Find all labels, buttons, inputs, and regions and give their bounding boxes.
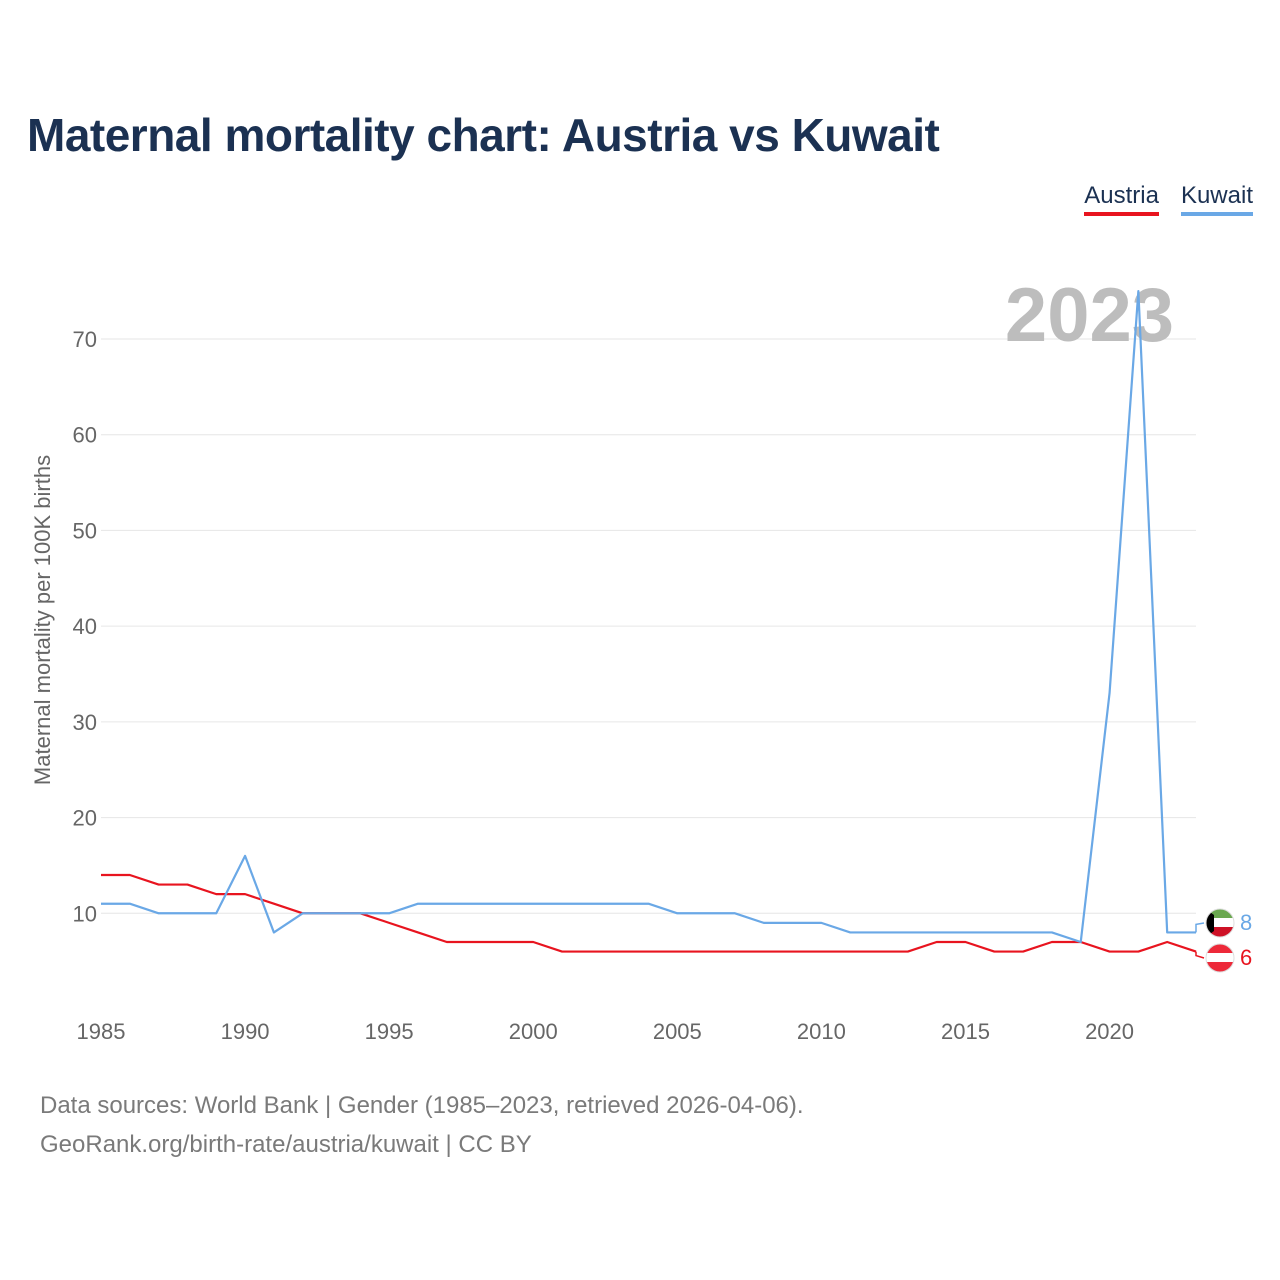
austria-end-connector xyxy=(1195,951,1205,959)
gridlines xyxy=(101,338,1196,914)
austria-end-label: 6 xyxy=(1240,945,1252,970)
x-tick-label: 2015 xyxy=(941,1019,990,1044)
x-tick-label: 1985 xyxy=(77,1019,126,1044)
y-tick-label: 30 xyxy=(73,710,97,735)
austria-flag-icon xyxy=(1205,943,1235,973)
y-tick-label: 60 xyxy=(73,423,97,448)
year-badge: 2023 xyxy=(1005,273,1174,358)
kuwait-end-label: 8 xyxy=(1240,910,1252,935)
source-line-1: Data sources: World Bank | Gender (1985–… xyxy=(40,1092,804,1119)
y-tick-label: 20 xyxy=(73,806,97,831)
series-line-austria[interactable] xyxy=(101,873,1197,953)
x-tick-label: 2010 xyxy=(797,1019,846,1044)
legend-item-kuwait[interactable]: Kuwait xyxy=(1180,182,1253,216)
series-lines xyxy=(101,290,1205,959)
series-line-kuwait[interactable] xyxy=(101,290,1196,944)
x-tick-label: 2000 xyxy=(509,1019,558,1044)
y-tick-label: 70 xyxy=(73,327,97,352)
y-axis-label: Maternal mortality per 100K births xyxy=(30,455,55,785)
y-tick-label: 50 xyxy=(73,518,97,543)
x-axis-ticks: 1985 1990 1995 2000 2005 2010 2015 2020 xyxy=(77,1019,1135,1044)
source-line-2[interactable]: GeoRank.org/birth-rate/austria/kuwait | … xyxy=(40,1131,532,1158)
x-tick-label: 1995 xyxy=(365,1019,414,1044)
x-tick-label: 2020 xyxy=(1085,1019,1134,1044)
kuwait-end-connector xyxy=(1195,922,1205,933)
line-chart: 2023 10 20 30 40 50 60 70 1985 1990 1995 2000 2005… xyxy=(30,273,1252,1044)
kuwait-flag-icon xyxy=(1205,908,1235,938)
y-axis-ticks: 10 20 30 40 50 60 70 xyxy=(73,327,97,926)
y-tick-label: 40 xyxy=(73,614,97,639)
chart-title: Maternal mortality chart: Austria vs Kuw… xyxy=(27,109,940,161)
x-tick-label: 2005 xyxy=(653,1019,702,1044)
y-tick-label: 10 xyxy=(73,901,97,926)
source-note: Data sources: World Bank | Gender (1985–… xyxy=(40,1086,804,1164)
legend-item-austria[interactable]: Austria xyxy=(1084,182,1159,216)
x-tick-label: 1990 xyxy=(221,1019,270,1044)
legend: Austria Kuwait xyxy=(1084,182,1253,216)
